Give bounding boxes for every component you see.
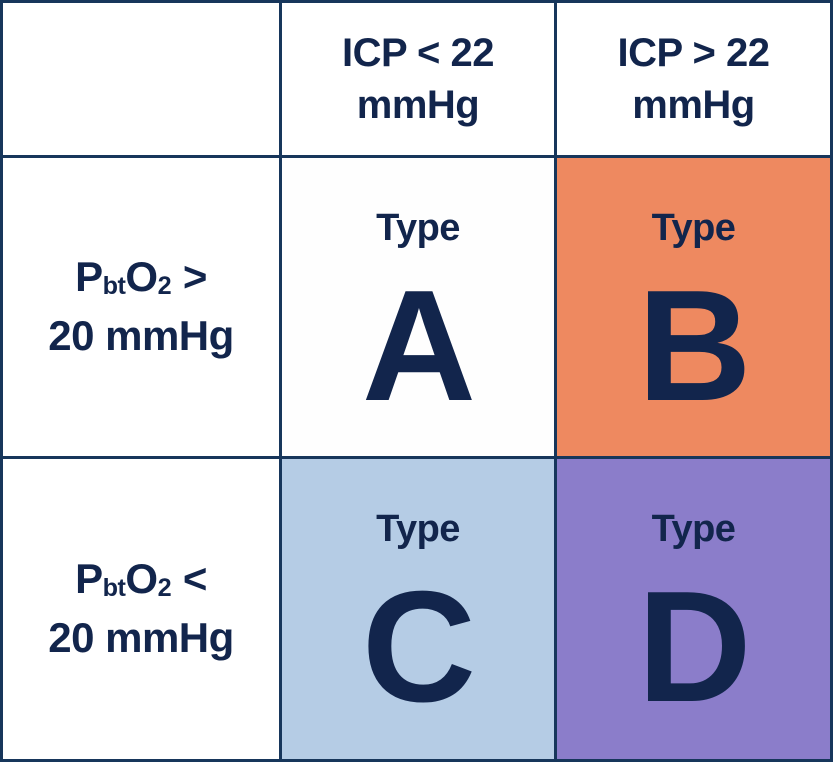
type-label: Type [376, 207, 460, 249]
type-letter-b: B [637, 258, 751, 435]
cell-type-b: Type B [557, 158, 830, 456]
row-header-pbto2-low-line2: 20 mmHg [48, 614, 234, 661]
col-header-icp-high-line1: ICP > 22 [617, 31, 770, 75]
type-label: Type [651, 207, 736, 249]
row-header-pbto2-low: PbtO2 < 20 mmHg [3, 459, 279, 759]
col-header-icp-high: ICP > 22 mmHg [557, 3, 830, 155]
row-header-pbto2-high-line1: PbtO2 > [75, 253, 207, 301]
row-header-pbto2-low-line1: PbtO2 < [75, 555, 207, 603]
type-letter-c: C [361, 559, 476, 736]
type-letter-a: A [361, 258, 476, 435]
cell-type-c: Type C [282, 459, 554, 759]
row-header-pbto2-high: PbtO2 > 20 mmHg [3, 158, 279, 456]
col-header-icp-low: ICP < 22 mmHg [282, 3, 554, 155]
cell-type-a: Type A [282, 158, 554, 456]
row-header-pbto2-high-line2: 20 mmHg [48, 312, 234, 359]
corner-empty-cell [3, 3, 279, 155]
cell-type-d: Type D [557, 459, 830, 759]
col-header-icp-low-line1: ICP < 22 [341, 31, 495, 75]
type-label: Type [651, 508, 736, 550]
col-header-icp-high-line2: mmHg [632, 83, 755, 127]
type-label: Type [376, 508, 460, 550]
type-letter-d: D [637, 559, 751, 736]
col-header-icp-low-line2: mmHg [356, 83, 480, 127]
